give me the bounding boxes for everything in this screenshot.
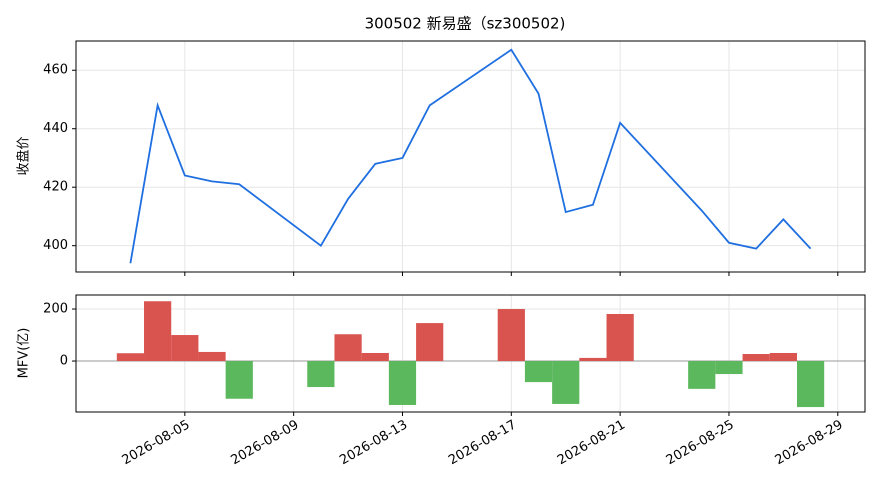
y-tick-label: 440 [43, 121, 68, 136]
bar [579, 357, 607, 362]
y-axis-label: MFV(亿) [17, 328, 32, 379]
axes-frame [75, 40, 866, 273]
bar [715, 361, 743, 375]
y-axis-label: 收盘价 [16, 136, 32, 175]
bar [307, 361, 335, 388]
price-line [129, 48, 812, 264]
bar [796, 361, 825, 408]
bar [116, 353, 145, 362]
bar [388, 361, 417, 405]
y-tick-label: 0 [60, 354, 68, 369]
axes-frame [75, 294, 866, 413]
x-tick-label: 2026-08-17 [446, 418, 519, 469]
bar [416, 323, 444, 362]
bar [688, 361, 716, 389]
y-tick-label: 460 [43, 63, 68, 78]
bar [225, 361, 253, 399]
x-tick-label: 2026-08-09 [228, 418, 301, 469]
x-tick-label: 2026-08-05 [120, 418, 193, 469]
chart-title: 300502 新易盛（sz300502) [365, 15, 566, 33]
bar [606, 313, 634, 362]
x-tick-label: 2026-08-21 [555, 418, 628, 469]
bar [334, 334, 362, 362]
x-tick-label: 2026-08-13 [337, 418, 410, 469]
bar [524, 361, 553, 383]
bar [552, 361, 580, 404]
y-tick-label: 400 [43, 238, 68, 253]
bar [769, 352, 797, 362]
bar [144, 301, 172, 362]
bar [361, 352, 389, 362]
bar [171, 335, 199, 362]
y-tick-label: 420 [43, 180, 68, 195]
bar [497, 309, 525, 362]
bar [742, 354, 770, 362]
x-tick-label: 2026-08-29 [773, 418, 846, 469]
bar [198, 351, 226, 362]
y-tick-label: 200 [43, 302, 68, 317]
x-tick-label: 2026-08-25 [664, 418, 737, 469]
